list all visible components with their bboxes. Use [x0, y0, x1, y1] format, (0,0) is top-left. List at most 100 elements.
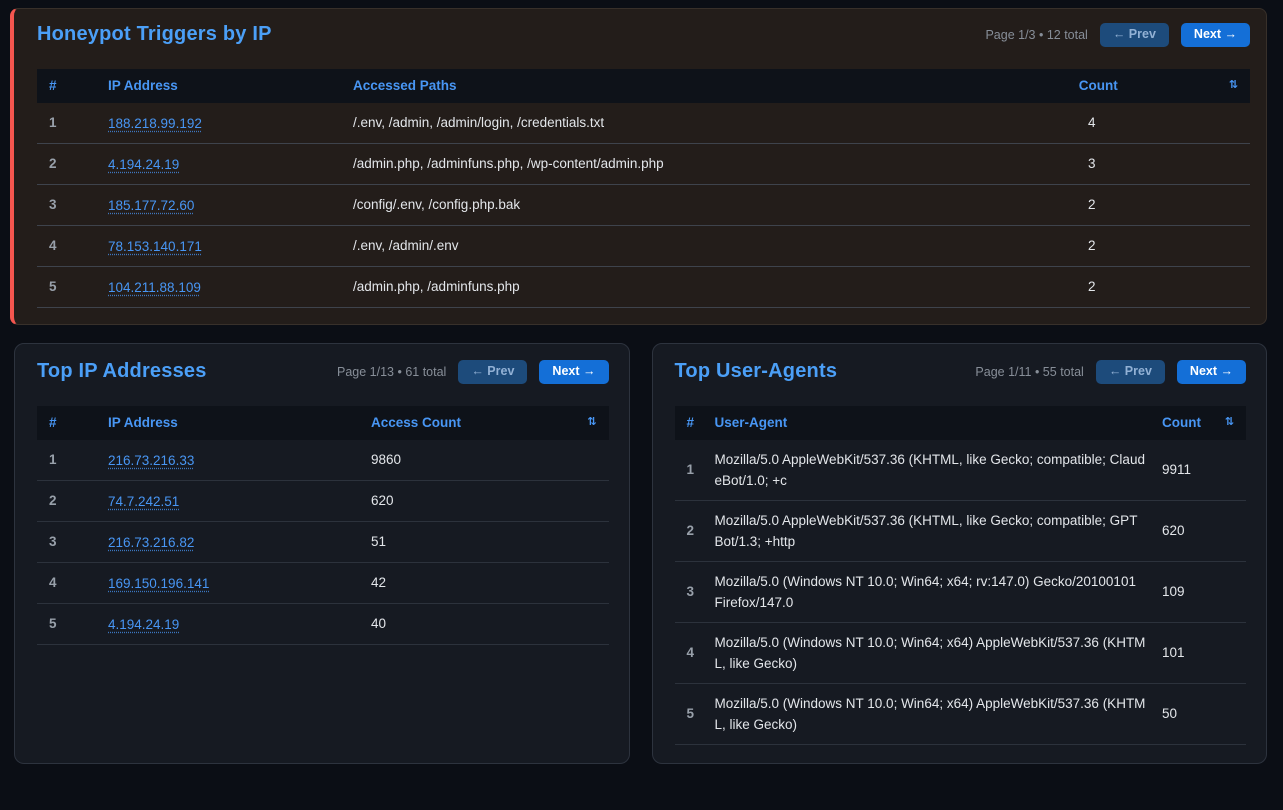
- sort-icon[interactable]: ⇅: [587, 416, 597, 428]
- access-count-value: 51: [371, 534, 387, 549]
- count-value: 2: [1088, 238, 1096, 254]
- table-row: 4 169.150.196.141 42: [37, 563, 609, 604]
- count-value: 2: [1088, 197, 1096, 213]
- ip-link[interactable]: 216.73.216.33: [108, 452, 195, 468]
- row-number: 4: [686, 645, 695, 660]
- column-header-ip: IP Address: [108, 415, 178, 430]
- panel-top-ip-addresses: Top IP Addresses Page 1/13 • 61 total ← …: [14, 342, 630, 764]
- dashboard-page: Honeypot Triggers by IP Page 1/3 • 12 to…: [10, 8, 1267, 764]
- column-header-count: Count: [1078, 78, 1118, 94]
- ip-cell: 78.153.140.171: [108, 238, 353, 254]
- column-header-count-wrap: Access Count ⇅: [371, 415, 597, 430]
- sort-icon[interactable]: ⇅: [1228, 79, 1238, 92]
- honeypot-table: # IP Address Accessed Paths Count ⇅ 1 18…: [37, 68, 1250, 308]
- panel-title: Top IP Addresses: [37, 360, 207, 383]
- ip-link[interactable]: 74.7.242.51: [108, 493, 180, 509]
- page-title: Honeypot Triggers by IP: [37, 23, 272, 46]
- panel-header: Honeypot Triggers by IP Page 1/3 • 12 to…: [37, 23, 1250, 47]
- ip-link[interactable]: 188.218.99.192: [108, 115, 202, 131]
- table-row: 5 Mozilla/5.0 (Windows NT 10.0; Win64; x…: [674, 684, 1246, 745]
- count-value: 2: [1088, 279, 1096, 295]
- panel-title: Top User-Agents: [674, 360, 838, 383]
- count-value: 109: [1162, 584, 1185, 599]
- ip-cell: 188.218.99.192: [108, 115, 353, 131]
- column-header-index: #: [686, 415, 695, 430]
- row-number: 1: [49, 115, 57, 131]
- ip-cell: 216.73.216.33: [108, 452, 371, 468]
- user-agent-string: Mozilla/5.0 (Windows NT 10.0; Win64; x64…: [714, 695, 1146, 732]
- accessed-paths: /.env, /admin, /admin/login, /credential…: [353, 115, 605, 131]
- ip-cell: 4.194.24.19: [108, 616, 371, 632]
- count-value: 3: [1088, 156, 1096, 172]
- access-count-value: 40: [371, 616, 387, 631]
- access-count-value: 42: [371, 575, 387, 590]
- prev-button[interactable]: ← Prev: [1099, 23, 1169, 47]
- panel-header: Top User-Agents Page 1/11 • 55 total ← P…: [674, 359, 1246, 384]
- user-agents-table: # User-Agent Count ⇅ 1 Mozilla/5.0 AppleW…: [674, 405, 1246, 745]
- next-button[interactable]: Next →: [1176, 359, 1246, 384]
- top-ips-table: # IP Address Access Count ⇅ 1 216.73.216.…: [37, 405, 609, 645]
- count-value: 4: [1088, 115, 1096, 131]
- table-row: 3 Mozilla/5.0 (Windows NT 10.0; Win64; x…: [674, 562, 1246, 623]
- access-count-value: 620: [371, 493, 394, 508]
- row-number: 1: [49, 452, 57, 467]
- page-info: Page 1/3 • 12 total: [985, 27, 1088, 42]
- ip-link[interactable]: 169.150.196.141: [108, 575, 210, 591]
- table-row: 4 78.153.140.171 /.env, /admin/.env 2: [37, 226, 1250, 267]
- ip-link[interactable]: 4.194.24.19: [108, 616, 180, 632]
- row-number: 2: [49, 156, 57, 172]
- column-header-index: #: [49, 78, 57, 94]
- table-row: 5 104.211.88.109 /admin.php, /adminfuns.…: [37, 267, 1250, 308]
- panel-honeypot-triggers: Honeypot Triggers by IP Page 1/3 • 12 to…: [10, 8, 1267, 325]
- column-header-ip: IP Address: [108, 78, 178, 94]
- user-agent-string: Mozilla/5.0 AppleWebKit/537.36 (KHTML, l…: [714, 512, 1138, 549]
- column-header-access-count: Access Count: [371, 415, 462, 430]
- column-header-count-wrap: Count ⇅: [1162, 415, 1234, 430]
- next-button[interactable]: Next →: [539, 359, 609, 384]
- ip-cell: 104.211.88.109: [108, 279, 353, 295]
- column-header-count: Count: [1162, 415, 1201, 430]
- row-number: 5: [686, 706, 695, 721]
- panel-top-user-agents: Top User-Agents Page 1/11 • 55 total ← P…: [651, 342, 1267, 764]
- row-number: 3: [49, 534, 57, 549]
- row-number: 2: [686, 523, 695, 538]
- row-number: 4: [49, 575, 57, 590]
- row-number: 2: [49, 493, 57, 508]
- next-button[interactable]: Next →: [1180, 23, 1250, 47]
- row-number: 3: [49, 197, 57, 213]
- ip-link[interactable]: 4.194.24.19: [108, 156, 180, 172]
- column-header-user-agent: User-Agent: [714, 415, 788, 430]
- table-header-row: # User-Agent Count ⇅: [674, 405, 1246, 440]
- table-row: 1 Mozilla/5.0 AppleWebKit/537.36 (KHTML,…: [674, 440, 1246, 501]
- sort-icon[interactable]: ⇅: [1224, 416, 1234, 428]
- ip-link[interactable]: 104.211.88.109: [108, 279, 201, 295]
- ip-link[interactable]: 185.177.72.60: [108, 197, 195, 213]
- pagination-controls: Page 1/11 • 55 total ← Prev Next →: [975, 359, 1246, 384]
- table-header-row: # IP Address Access Count ⇅: [37, 405, 609, 440]
- count-value: 620: [1162, 523, 1185, 538]
- ip-cell: 169.150.196.141: [108, 575, 371, 591]
- table-row: 2 74.7.242.51 620: [37, 481, 609, 522]
- column-header-count-wrap: Count: [1079, 78, 1229, 93]
- prev-button[interactable]: ← Prev: [1095, 359, 1165, 384]
- prev-button[interactable]: ← Prev: [458, 359, 528, 384]
- ip-cell: 185.177.72.60: [108, 197, 353, 213]
- accessed-paths: /admin.php, /adminfuns.php: [353, 279, 520, 295]
- row-number: 5: [49, 616, 57, 631]
- table-row: 5 4.194.24.19 40: [37, 604, 609, 645]
- column-header-index: #: [49, 415, 57, 430]
- accessed-paths: /config/.env, /config.php.bak: [353, 197, 521, 213]
- accessed-paths: /admin.php, /adminfuns.php, /wp-content/…: [353, 156, 664, 172]
- table-header-row: # IP Address Accessed Paths Count ⇅: [37, 68, 1250, 103]
- table-row: 2 4.194.24.19 /admin.php, /adminfuns.php…: [37, 144, 1250, 185]
- count-value: 9911: [1162, 462, 1192, 477]
- user-agent-string: Mozilla/5.0 (Windows NT 10.0; Win64; x64…: [714, 634, 1146, 671]
- ip-link[interactable]: 216.73.216.82: [108, 534, 195, 550]
- pagination-controls: Page 1/3 • 12 total ← Prev Next →: [985, 23, 1250, 47]
- ip-link[interactable]: 78.153.140.171: [108, 238, 202, 254]
- count-value: 50: [1162, 706, 1178, 721]
- table-row: 4 Mozilla/5.0 (Windows NT 10.0; Win64; x…: [674, 623, 1246, 684]
- page-info: Page 1/13 • 61 total: [337, 364, 447, 379]
- bottom-panels: Top IP Addresses Page 1/13 • 61 total ← …: [14, 342, 1267, 764]
- row-number: 1: [686, 462, 695, 477]
